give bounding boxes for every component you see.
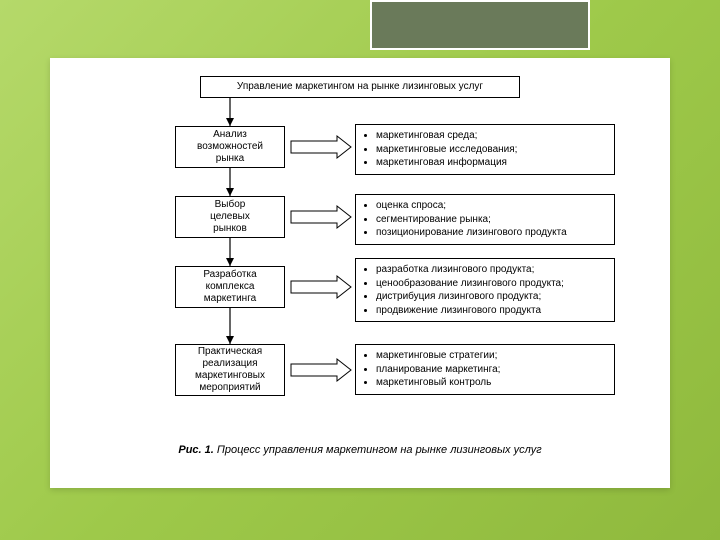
detail-item: дистрибуция лизингового продукта; xyxy=(376,290,608,304)
decorative-corner-box xyxy=(370,0,590,50)
detail-item: оценка спроса; xyxy=(376,199,608,213)
content-card: Управление маркетингом на рынке лизингов… xyxy=(50,58,670,488)
detail-box-0: маркетинговая среда;маркетинговые исслед… xyxy=(355,124,615,175)
detail-item: разработка лизингового продукта; xyxy=(376,263,608,277)
detail-item: маркетинговая среда; xyxy=(376,129,608,143)
detail-item: маркетинговые стратегии; xyxy=(376,349,608,363)
flowchart-diagram: Управление маркетингом на рынке лизингов… xyxy=(80,76,640,436)
detail-item: маркетинговые исследования; xyxy=(376,143,608,157)
detail-box-2: разработка лизингового продукта;ценообра… xyxy=(355,258,615,322)
stage-box-0: Анализ возможностей рынка xyxy=(175,126,285,168)
stage-box-1: Выбор целевых рынков xyxy=(175,196,285,238)
caption-text: Процесс управления маркетингом на рынке … xyxy=(217,444,542,456)
figure-caption: Рис. 1. Процесс управления маркетингом н… xyxy=(80,444,640,456)
detail-item: маркетинговая информация xyxy=(376,156,608,170)
caption-prefix: Рис. 1. xyxy=(178,444,217,456)
detail-item: позиционирование лизингового продукта xyxy=(376,226,608,240)
stage-box-2: Разработка комплекса маркетинга xyxy=(175,266,285,308)
detail-item: сегментирование рынка; xyxy=(376,213,608,227)
detail-item: маркетинговый контроль xyxy=(376,376,608,390)
detail-item: планирование маркетинга; xyxy=(376,363,608,377)
stage-box-3: Практическая реализация маркетинговых ме… xyxy=(175,344,285,396)
detail-item: ценообразование лизингового продукта; xyxy=(376,277,608,291)
header-box: Управление маркетингом на рынке лизингов… xyxy=(200,76,520,98)
slide-background: Управление маркетингом на рынке лизингов… xyxy=(0,0,720,540)
detail-item: продвижение лизингового продукта xyxy=(376,304,608,318)
detail-box-3: маркетинговые стратегии;планирование мар… xyxy=(355,344,615,395)
detail-box-1: оценка спроса;сегментирование рынка;пози… xyxy=(355,194,615,245)
